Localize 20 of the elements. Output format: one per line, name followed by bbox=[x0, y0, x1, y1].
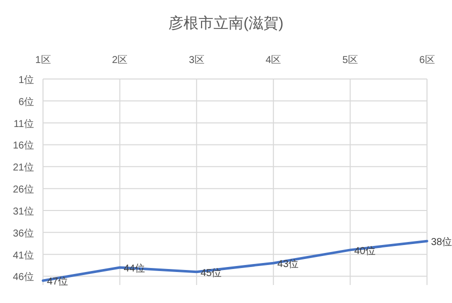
y-tick-label: 41位 bbox=[12, 249, 34, 262]
y-tick-label: 46位 bbox=[12, 271, 34, 284]
y-tick-label: 11位 bbox=[14, 118, 34, 130]
y-tick-label: 16位 bbox=[12, 140, 34, 152]
data-label: 43位 bbox=[277, 258, 299, 270]
x-tick-label: 3区 bbox=[188, 55, 204, 66]
data-label: 47位 bbox=[47, 276, 68, 288]
x-tick-label: 2区 bbox=[112, 55, 128, 66]
y-tick-label: 1位 bbox=[18, 74, 34, 86]
chart-title: 彦根市立南(滋賀) bbox=[168, 15, 284, 32]
x-tick-label: 1区 bbox=[35, 55, 51, 66]
y-tick-label: 36位 bbox=[12, 227, 34, 240]
data-label: 38位 bbox=[431, 236, 452, 248]
x-tick-label: 5区 bbox=[342, 55, 358, 66]
y-tick-label: 31位 bbox=[12, 205, 34, 218]
x-tick-label: 6区 bbox=[419, 55, 435, 66]
y-tick-label: 21位 bbox=[12, 162, 34, 174]
y-tick-label: 6位 bbox=[18, 96, 34, 108]
x-tick-label: 4区 bbox=[266, 55, 282, 66]
y-tick-label: 26位 bbox=[12, 184, 34, 196]
